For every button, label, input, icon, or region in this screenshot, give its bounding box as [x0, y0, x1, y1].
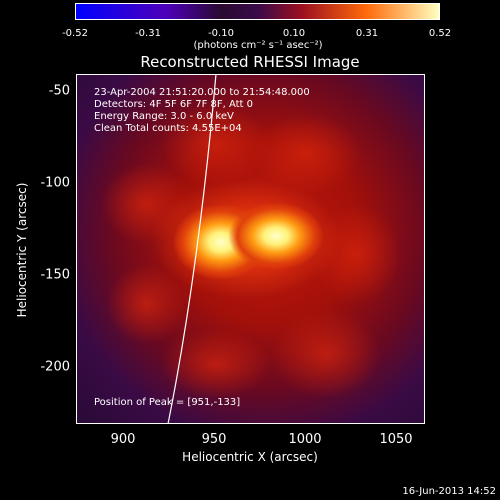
annotation-time-range: 23-Apr-2004 21:51:20.000 to 21:54:48.000 — [94, 87, 310, 98]
x-axis-label: Heliocentric X (arcsec) — [182, 450, 318, 464]
colorbar — [75, 3, 440, 20]
image-title: Reconstructed RHESSI Image — [140, 53, 360, 71]
annotation-detectors: Detectors: 4F 5F 6F 7F 8F, Att 0 — [94, 99, 254, 110]
x-tick-label: 1000 — [288, 432, 322, 447]
colorbar-tick: 0.31 — [355, 28, 379, 39]
x-tick-label: 950 — [201, 432, 227, 447]
annotation-peak-position: Position of Peak = [951,-133] — [94, 397, 241, 408]
colorbar-tick: -0.10 — [208, 28, 234, 39]
colorbar-tick: -0.52 — [62, 28, 88, 39]
x-tick-label: 1050 — [379, 432, 413, 447]
y-tick-label: -150 — [40, 267, 70, 283]
footer-timestamp: 16-Jun-2013 14:52 — [402, 486, 496, 497]
colorbar-tick: -0.31 — [135, 28, 161, 39]
plot-frame — [76, 74, 425, 424]
colorbar-units: (photons cm⁻² s⁻¹ asec⁻²) — [193, 40, 323, 51]
y-tick-label: -200 — [40, 359, 70, 375]
y-tick-label: -50 — [48, 83, 70, 99]
colorbar-tick: 0.10 — [282, 28, 306, 39]
rhessi-image — [76, 74, 425, 424]
y-axis-label: Heliocentric Y (arcsec) — [15, 182, 29, 318]
annotation-energy-range: Energy Range: 3.0 - 6.0 keV — [94, 111, 234, 122]
x-tick-label: 900 — [110, 432, 136, 447]
y-tick-label: -100 — [40, 175, 70, 191]
colorbar-tick: 0.52 — [428, 28, 452, 39]
annotation-clean-counts: Clean Total counts: 4.55E+04 — [94, 123, 242, 134]
